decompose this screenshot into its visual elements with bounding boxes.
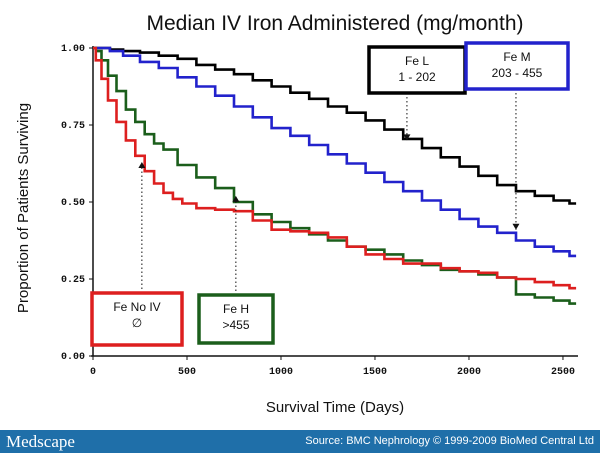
annotation-text-fe-l: Fe L xyxy=(405,54,429,68)
annotation-text-fe-h: Fe H xyxy=(223,302,249,316)
footer-bar: Medscape Source: BMC Nephrology © 1999-2… xyxy=(0,430,600,453)
series-line-1 xyxy=(93,46,577,258)
annotation-arrowhead-fe-l xyxy=(403,134,411,141)
annotation-arrowhead-fe-no-iv xyxy=(138,161,146,168)
x-tick-label: 500 xyxy=(178,367,196,378)
series-line-2 xyxy=(93,46,577,305)
series-line-0 xyxy=(93,46,577,205)
x-tick-label: 2500 xyxy=(551,367,575,378)
annotation-text-fe-m: Fe M xyxy=(503,50,530,64)
y-tick-label: 0.75 xyxy=(61,121,85,132)
annotation-text-fe-no-iv: ∅ xyxy=(132,316,142,330)
y-axis-label: Proportion of Patients Surviving xyxy=(15,103,32,313)
x-tick-label: 2000 xyxy=(457,367,481,378)
annotation-text-fe-l: 1 - 202 xyxy=(398,70,436,84)
axes: 0 500 1000 1500 2000 2500 0.00 0.25 0.50 0.75 1.00 xyxy=(61,44,578,378)
annotation-box-fe-no-iv xyxy=(90,291,184,347)
y-tick-label: 0.00 xyxy=(61,352,85,363)
series-layer xyxy=(93,46,577,305)
survival-chart: Median IV Iron Administered (mg/month) P… xyxy=(15,12,578,416)
chart-title: Median IV Iron Administered (mg/month) xyxy=(147,12,524,35)
series-line-3 xyxy=(93,46,577,290)
annotation-text-fe-h: >455 xyxy=(222,318,249,332)
y-tick-label: 0.50 xyxy=(61,198,85,209)
x-tick-label: 1500 xyxy=(363,367,387,378)
annotation-box-fe-h xyxy=(197,293,275,345)
y-tick-label: 1.00 xyxy=(61,44,85,55)
annotation-arrowhead-fe-m xyxy=(512,223,520,230)
source-credit: Source: BMC Nephrology © 1999-2009 BioMe… xyxy=(305,435,594,447)
x-tick-label: 1000 xyxy=(269,367,293,378)
annotation-text-fe-no-iv: Fe No IV xyxy=(113,300,160,314)
annotation-text-fe-m: 203 - 455 xyxy=(492,66,543,80)
annotation-layer: Fe L 1 - 202 Fe M 203 - 455 Fe No IV ∅ Fe H >45… xyxy=(90,41,570,347)
y-tick-label: 0.25 xyxy=(61,275,85,286)
medscape-logo[interactable]: Medscape xyxy=(6,432,75,451)
x-axis-label: Survival Time (Days) xyxy=(266,399,404,416)
x-tick-label: 0 xyxy=(90,367,96,378)
annotation-box-fe-m xyxy=(464,41,570,91)
annotation-arrowhead-fe-h xyxy=(232,195,240,202)
